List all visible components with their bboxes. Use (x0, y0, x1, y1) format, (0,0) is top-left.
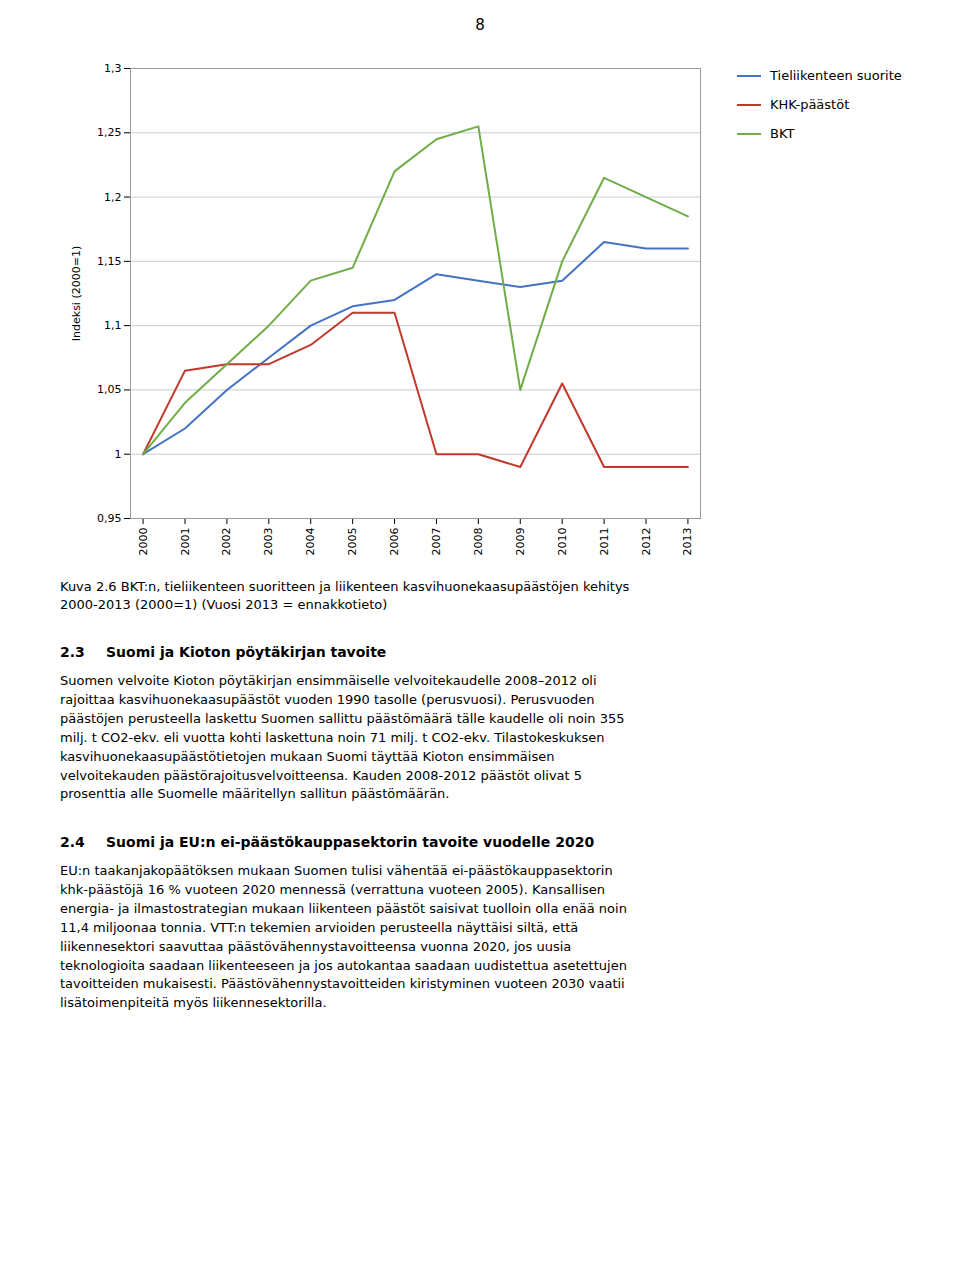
svg-text:2002: 2002 (220, 528, 233, 556)
svg-text:2011: 2011 (598, 528, 611, 556)
svg-text:2003: 2003 (262, 528, 275, 556)
svg-text:2000: 2000 (137, 528, 150, 556)
html-text:KHK-päästöt: KHK-päästöt (770, 97, 850, 112)
html-text:8: 8 (475, 16, 485, 34)
svg-text:2009: 2009 (514, 528, 527, 556)
svg-text:0,95: 0,95 (97, 512, 122, 525)
svg-text:2013: 2013 (681, 528, 694, 556)
svg-text:1,25: 1,25 (97, 126, 122, 139)
html-text:Suomi ja EU:n ei-päästökauppas: Suomi ja EU:n ei-päästökauppasektorin ta… (106, 834, 595, 851)
html-text:2.3: 2.3 (60, 644, 85, 661)
html-text:Kuva 2.6 BKT:n, tieliikenteen: Kuva 2.6 BKT:n, tieliikenteen suoritteen… (60, 579, 630, 613)
html-text:EU:n taakanjakopäätöksen mukaa: EU:n taakanjakopäätöksen mukaan Suomen t… (60, 863, 627, 1011)
svg-text:2012: 2012 (640, 528, 653, 556)
svg-text:1,2: 1,2 (104, 191, 122, 204)
html-text:Suomen velvoite Kioton pöytäki: Suomen velvoite Kioton pöytäkirjan ensim… (60, 673, 625, 802)
svg-text:2008: 2008 (472, 528, 485, 556)
svg-text:2007: 2007 (430, 528, 443, 556)
svg-text:1,1: 1,1 (104, 319, 122, 332)
svg-text:2005: 2005 (346, 528, 359, 556)
svg-text:1,3: 1,3 (104, 62, 122, 75)
html-text:2.4: 2.4 (60, 834, 85, 851)
svg-text:2006: 2006 (388, 528, 401, 556)
svg-text:2010: 2010 (556, 528, 569, 556)
svg-text:2001: 2001 (179, 528, 192, 556)
html-text:BKT: BKT (770, 126, 795, 141)
svg-text:2004: 2004 (304, 528, 317, 556)
html-text:Tieliikenteen suorite: Tieliikenteen suorite (770, 68, 902, 83)
svg-text:Indeksi (2000=1): Indeksi (2000=1) (70, 246, 83, 341)
html-text:Suomi ja Kioton pöytäkirjan ta: Suomi ja Kioton pöytäkirjan tavoite (106, 644, 387, 661)
svg-text:1: 1 (115, 448, 122, 461)
svg-text:1,05: 1,05 (97, 383, 122, 396)
svg-text:1,15: 1,15 (97, 255, 122, 268)
